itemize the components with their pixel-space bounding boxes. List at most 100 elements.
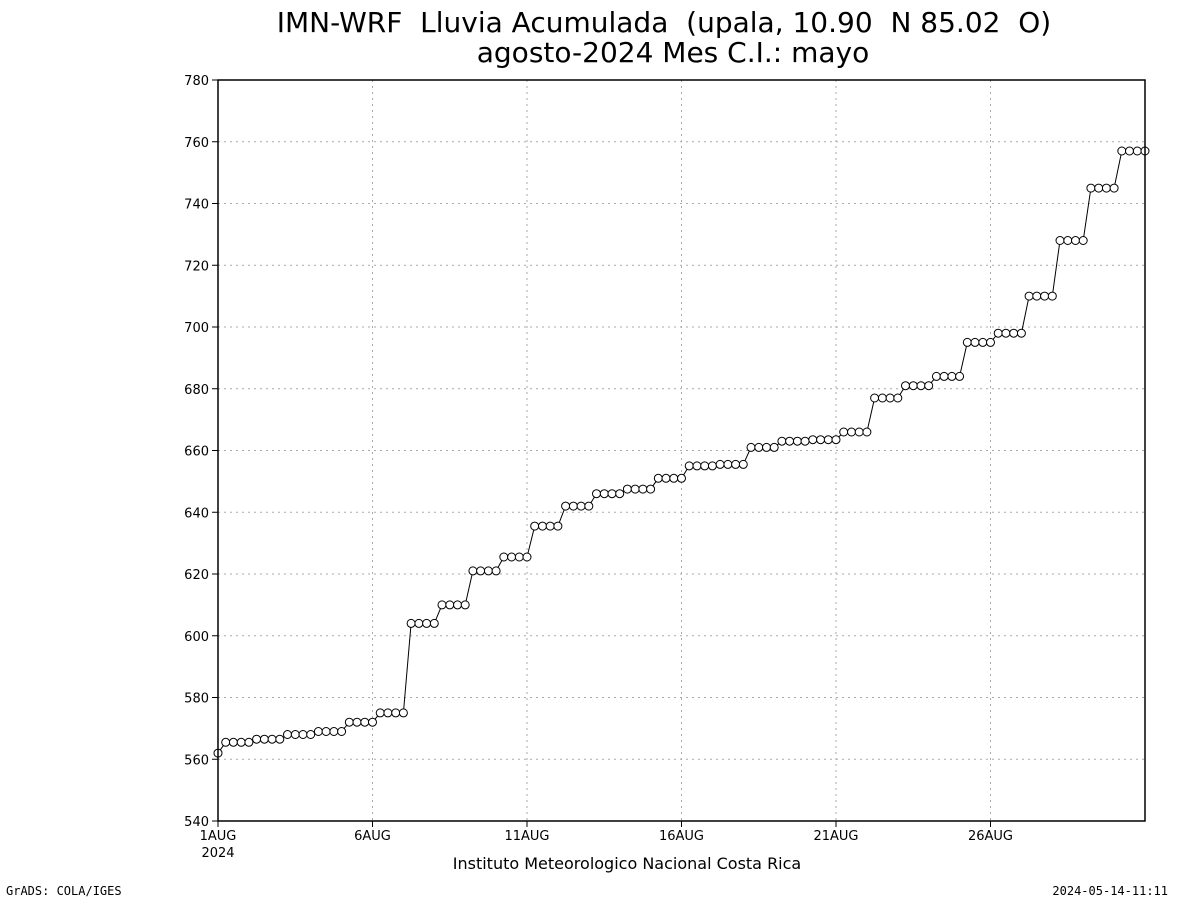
data-point: [599, 489, 609, 499]
data-point: [306, 730, 316, 739]
data-point: [1086, 183, 1096, 193]
data-point: [445, 600, 455, 610]
data-point: [924, 381, 934, 391]
data-point: [329, 727, 339, 736]
data-point: [568, 501, 578, 511]
data-point: [561, 501, 571, 511]
data-point: [414, 618, 424, 628]
data-point: [762, 442, 771, 452]
data-point: [290, 730, 300, 739]
y-tick-label: 760: [184, 136, 209, 151]
data-point: [885, 393, 895, 403]
data-point: [1040, 291, 1050, 301]
chart-subtitle: agosto-2024 Mes C.I.: mayo: [477, 36, 870, 69]
data-point: [313, 727, 323, 736]
data-point: [993, 328, 1003, 338]
data-point: [267, 734, 277, 744]
grid-lines: [218, 80, 1145, 821]
data-point: [692, 461, 702, 471]
data-point: [669, 473, 679, 483]
data-point: [754, 442, 764, 452]
y-tick-label: 640: [184, 506, 209, 521]
data-point: [677, 473, 686, 483]
footer-credit: GrADS: COLA/IGES: [6, 884, 122, 898]
data-point: [383, 708, 393, 718]
y-tick-label: 560: [184, 753, 209, 768]
data-point: [707, 461, 717, 471]
data-point: [947, 371, 957, 381]
data-point: [931, 371, 941, 381]
data-point: [1024, 291, 1034, 301]
data-point: [259, 734, 269, 744]
data-point: [1071, 236, 1080, 245]
data-point: [275, 734, 285, 744]
data-point: [352, 717, 362, 727]
data-point: [499, 552, 509, 562]
y-tick-label: 620: [184, 568, 209, 583]
footer-timestamp: 2024-05-14-11:11: [1052, 884, 1168, 898]
data-point: [870, 393, 880, 403]
data-point: [800, 436, 810, 446]
data-point: [715, 459, 725, 469]
data-point: [962, 337, 972, 347]
data-point: [738, 459, 748, 469]
data-point: [460, 600, 470, 610]
y-tick-label: 600: [184, 630, 209, 645]
data-point: [823, 435, 833, 445]
data-point: [429, 618, 439, 628]
data-point: [244, 737, 254, 747]
data-point: [847, 427, 856, 437]
data-point: [507, 552, 517, 562]
data-point: [360, 717, 370, 727]
data-point: [877, 393, 887, 403]
data-point: [1132, 146, 1142, 156]
data-point: [453, 600, 462, 610]
data-point: [1001, 328, 1011, 338]
data-point: [1109, 183, 1119, 193]
x-tick-sublabel: 2024: [201, 846, 234, 861]
data-point: [746, 442, 756, 452]
data-point: [661, 473, 671, 483]
data-point: [939, 371, 949, 381]
data-point: [321, 727, 331, 736]
data-point: [816, 435, 826, 445]
x-axis-label: Instituto Meteorologico Nacional Costa R…: [453, 854, 801, 873]
data-point: [777, 436, 787, 446]
y-tick-label: 580: [184, 692, 209, 707]
data-point: [901, 381, 910, 391]
data-point: [483, 566, 493, 576]
data-point: [1047, 291, 1057, 301]
data-point: [646, 484, 656, 494]
data-point: [422, 618, 432, 628]
data-point: [916, 381, 926, 391]
data-point: [252, 734, 262, 744]
x-tick-label: 26AUG: [968, 829, 1013, 844]
data-point: [978, 337, 988, 347]
data-point: [468, 566, 478, 576]
data-point: [337, 727, 347, 736]
data-point: [391, 708, 401, 718]
y-tick-label: 700: [184, 321, 209, 336]
data-point: [553, 521, 563, 531]
data-point: [862, 427, 872, 437]
data-point: [1125, 146, 1134, 156]
data-point: [1063, 236, 1073, 245]
x-tick-label: 16AUG: [659, 829, 704, 844]
data-point: [592, 489, 601, 499]
data-point: [476, 566, 486, 576]
data-point: [514, 552, 524, 562]
data-point: [1094, 183, 1104, 193]
data-point: [653, 473, 663, 483]
data-point: [700, 461, 710, 471]
y-tick-label: 660: [184, 445, 209, 460]
data-point: [1009, 328, 1019, 338]
data-point: [368, 717, 377, 727]
y-tick-label: 780: [184, 74, 209, 89]
data-point: [1078, 236, 1088, 245]
data-point: [1055, 236, 1065, 245]
data-point: [607, 489, 617, 499]
data-point: [808, 435, 818, 445]
data-point: [375, 708, 385, 718]
data-point: [893, 393, 903, 403]
